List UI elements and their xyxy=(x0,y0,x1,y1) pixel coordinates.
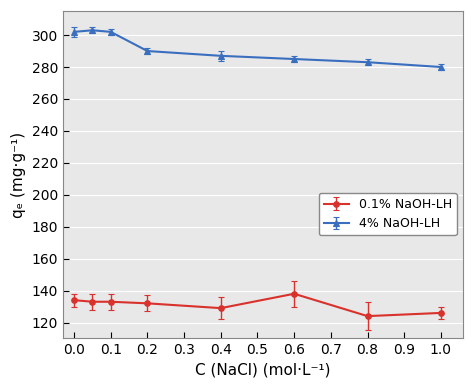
Legend: 0.1% NaOH-LH, 4% NaOH-LH: 0.1% NaOH-LH, 4% NaOH-LH xyxy=(319,193,456,235)
X-axis label: C (NaCl) (mol·L⁻¹): C (NaCl) (mol·L⁻¹) xyxy=(195,363,331,378)
Y-axis label: qₑ (mg·g⁻¹): qₑ (mg·g⁻¹) xyxy=(11,132,26,218)
